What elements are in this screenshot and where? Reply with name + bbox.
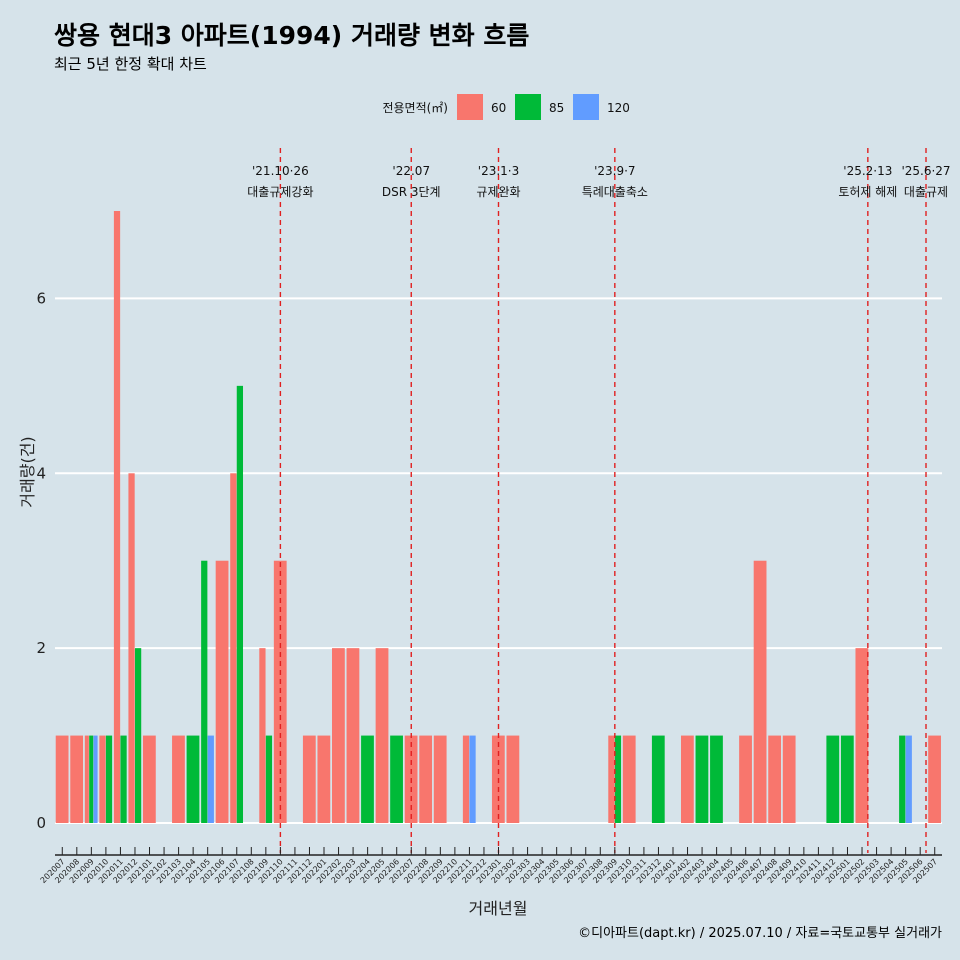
bar-202203-60	[346, 648, 360, 823]
bar-202309-60	[608, 735, 615, 823]
x-axis: 2020072020082020092020102020112020122021…	[39, 847, 942, 885]
legend-label-60: 60	[491, 101, 506, 115]
bar-202012-85	[134, 648, 142, 823]
bar-202011-60	[113, 211, 121, 823]
bar-202008-60	[70, 735, 84, 823]
x-axis-title: 거래년월	[469, 899, 528, 918]
event-label: 대출규제강화	[247, 185, 313, 199]
event-date: '25.6·27	[901, 164, 950, 178]
y-tick-label: 4	[36, 464, 46, 482]
event-label: 대출규제	[904, 185, 948, 199]
bar-202209-60	[433, 735, 447, 823]
bar-202310-60	[622, 735, 636, 823]
legend-label-85: 85	[549, 101, 564, 115]
source-caption: ©디아파트(dapt.kr) / 2025.07.10 / 자료=국토교통부 실…	[578, 926, 942, 941]
bar-202412-85	[826, 735, 840, 823]
bar-202408-60	[768, 735, 782, 823]
bar-202501-85	[840, 735, 854, 823]
event-date: '23.1·3	[478, 164, 519, 178]
bar-202012-60	[128, 473, 135, 823]
bar-202505-85	[899, 735, 906, 823]
bars	[55, 211, 941, 823]
bar-202502-60	[855, 648, 869, 823]
legend-label-120: 120	[607, 101, 630, 115]
bar-202105-85	[201, 560, 208, 823]
bar-202010-60	[99, 735, 106, 823]
chart-subtitle: 최근 5년 한정 확대 차트	[54, 55, 207, 73]
event-date: '22.07	[392, 164, 430, 178]
bar-202112-60	[302, 735, 316, 823]
bar-202109-60	[259, 648, 266, 823]
bar-202211-120	[469, 735, 476, 823]
bar-202105-120	[207, 735, 214, 823]
y-axis-title: 거래량(건)	[18, 436, 37, 507]
event-label: 특례대출축소	[582, 185, 648, 199]
event-label: 토허제 해제	[838, 185, 897, 199]
bar-202101-60	[142, 735, 156, 823]
bar-202402-60	[680, 735, 694, 823]
bar-202007-60	[55, 735, 69, 823]
bar-202010-85	[105, 735, 113, 823]
event-date: '23.9·7	[594, 164, 635, 178]
bar-202205-60	[375, 648, 389, 823]
event-markers: '21.10·26 대출규제강화 '22.07 DSR 3단계 '23.1·3 규제완화 '…	[247, 148, 951, 853]
legend-swatch-60	[457, 94, 483, 120]
bar-202211-60	[462, 735, 470, 823]
event-date: '21.10·26	[252, 164, 309, 178]
event-label: 규제완화	[476, 185, 520, 199]
y-tick-label: 2	[36, 639, 46, 657]
y-axis: 0 2 4 6	[36, 289, 46, 832]
chart-title: 쌍용 현대3 아파트(1994) 거래량 변화 흐름	[54, 21, 530, 50]
y-tick-label: 0	[36, 814, 46, 832]
bar-202312-85	[651, 735, 665, 823]
bar-202107-60	[230, 473, 237, 823]
bar-202409-60	[782, 735, 796, 823]
event-date: '25.2·13	[843, 164, 892, 178]
bar-202109-85	[265, 735, 273, 823]
bar-202009-60	[84, 735, 89, 823]
bar-202208-60	[419, 735, 433, 823]
bar-202505-120	[905, 735, 912, 823]
legend-swatch-85	[515, 94, 541, 120]
bar-202404-85	[710, 735, 723, 823]
bar-202107-85	[236, 385, 244, 823]
bar-202104-85	[186, 735, 200, 823]
bar-202204-85	[361, 735, 374, 823]
bar-202103-60	[172, 735, 185, 823]
bar-202009-120	[93, 735, 98, 823]
bar-202406-60	[739, 735, 752, 823]
legend: 전용면적(㎡) 60 85 120	[382, 94, 630, 120]
bar-202202-60	[332, 648, 345, 823]
bar-202009-85	[89, 735, 94, 823]
bar-202201-60	[317, 735, 331, 823]
legend-title: 전용면적(㎡)	[382, 101, 448, 115]
legend-swatch-120	[573, 94, 599, 120]
bar-202309-85	[614, 735, 622, 823]
event-label: DSR 3단계	[382, 185, 441, 199]
bar-202403-85	[695, 735, 709, 823]
bar-202106-60	[215, 560, 229, 823]
bar-202507-60	[928, 735, 941, 823]
y-tick-label: 6	[36, 289, 46, 307]
bar-202206-85	[390, 735, 403, 823]
bar-202011-85	[120, 735, 127, 823]
bar-202407-60	[753, 560, 767, 823]
bar-202302-60	[506, 735, 520, 823]
